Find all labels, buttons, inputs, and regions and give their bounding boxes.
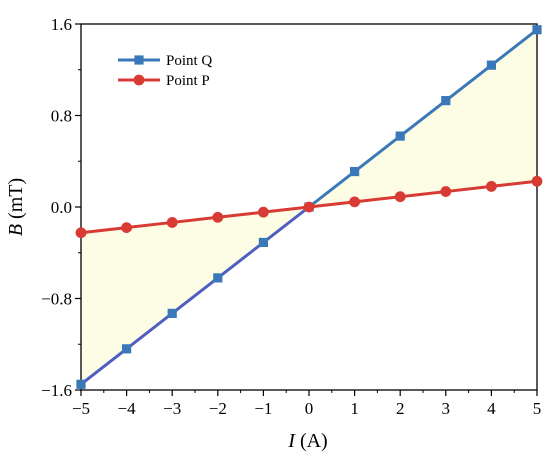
series-line-segment [125,220,174,230]
series-line-segment [489,179,539,188]
data-point [258,237,268,248]
legend: Point Q Point P [118,53,212,89]
series-point-q [76,25,542,389]
series-line-segment [307,170,357,209]
series-line-segment [489,28,539,67]
y-tick-label: 1.6 [51,15,72,34]
series-line-segment [216,240,265,280]
legend-label: Point P [166,73,210,89]
legend-label: Point Q [166,53,212,69]
data-point [122,344,132,354]
series-line-segment [125,311,174,351]
data-point [394,191,406,203]
series-line-segment [444,63,493,103]
x-tick-label: 2 [396,399,405,418]
x-tick-label: −1 [254,399,272,418]
data-point [121,222,132,233]
data-point [76,379,86,389]
y-tick-label: −0.8 [41,290,72,309]
y-tick-label: −1.6 [41,381,72,400]
series-line-segment [216,210,265,219]
data-point [486,181,497,192]
series-line-segment [79,226,129,235]
x-tick-label: 5 [533,399,542,418]
series-line-segment [444,184,493,194]
data-point [440,186,452,197]
y-axis-label: B (mT) [5,178,27,236]
data-point [486,60,496,70]
series-line-segment [353,134,402,174]
x-axis-symbol: I [287,430,296,452]
x-tick-label: −3 [163,399,181,418]
x-axis-label: I (A) [287,430,327,452]
y-axis-symbol: B [5,224,27,236]
axes: −5 −4 −3 −2 −1 0 1 2 3 4 5 −1.6 −0.8 0.0 0.8 1.6 [41,15,541,418]
data-point [441,96,451,106]
series-layer [75,25,543,389]
series-line-segment [170,215,220,224]
y-tick-label: 0.8 [51,107,72,126]
x-tick-label: −5 [72,399,90,418]
legend-marker [134,55,144,65]
series-line-segment [261,205,311,214]
x-tick-label: 1 [350,399,359,418]
series-line-segment [170,276,220,315]
data-point [167,308,177,318]
y-axis-unit: (mT) [5,178,27,224]
data-point [166,217,178,228]
data-point [531,175,543,187]
x-tick-label: −4 [118,399,137,418]
data-point [350,166,360,177]
series-line-segment [261,205,311,244]
x-tick-label: 0 [305,399,314,418]
x-axis-unit: (A) [295,430,328,452]
legend-entry: Point Q [118,53,212,69]
data-point [349,196,360,208]
data-point [395,131,405,141]
data-point [213,273,223,283]
y-tick-label: 0.0 [51,198,72,217]
data-point [303,201,315,213]
series-line-segment [353,195,402,204]
series-line-segment [398,99,448,138]
axis-labels: I (A) B (mT) [5,178,328,452]
series-line-segment [398,190,448,199]
data-point [75,227,87,239]
series-line-segment [79,347,129,386]
data-point [532,25,542,35]
x-tick-label: 4 [487,399,496,418]
series-line-segment [307,200,357,209]
data-point [258,206,269,218]
series-point-p [75,175,543,239]
legend-marker [133,74,145,86]
legend-entry: Point P [118,73,210,89]
x-tick-label: 3 [442,399,451,418]
data-point [212,211,224,223]
x-tick-label: −2 [209,399,227,418]
